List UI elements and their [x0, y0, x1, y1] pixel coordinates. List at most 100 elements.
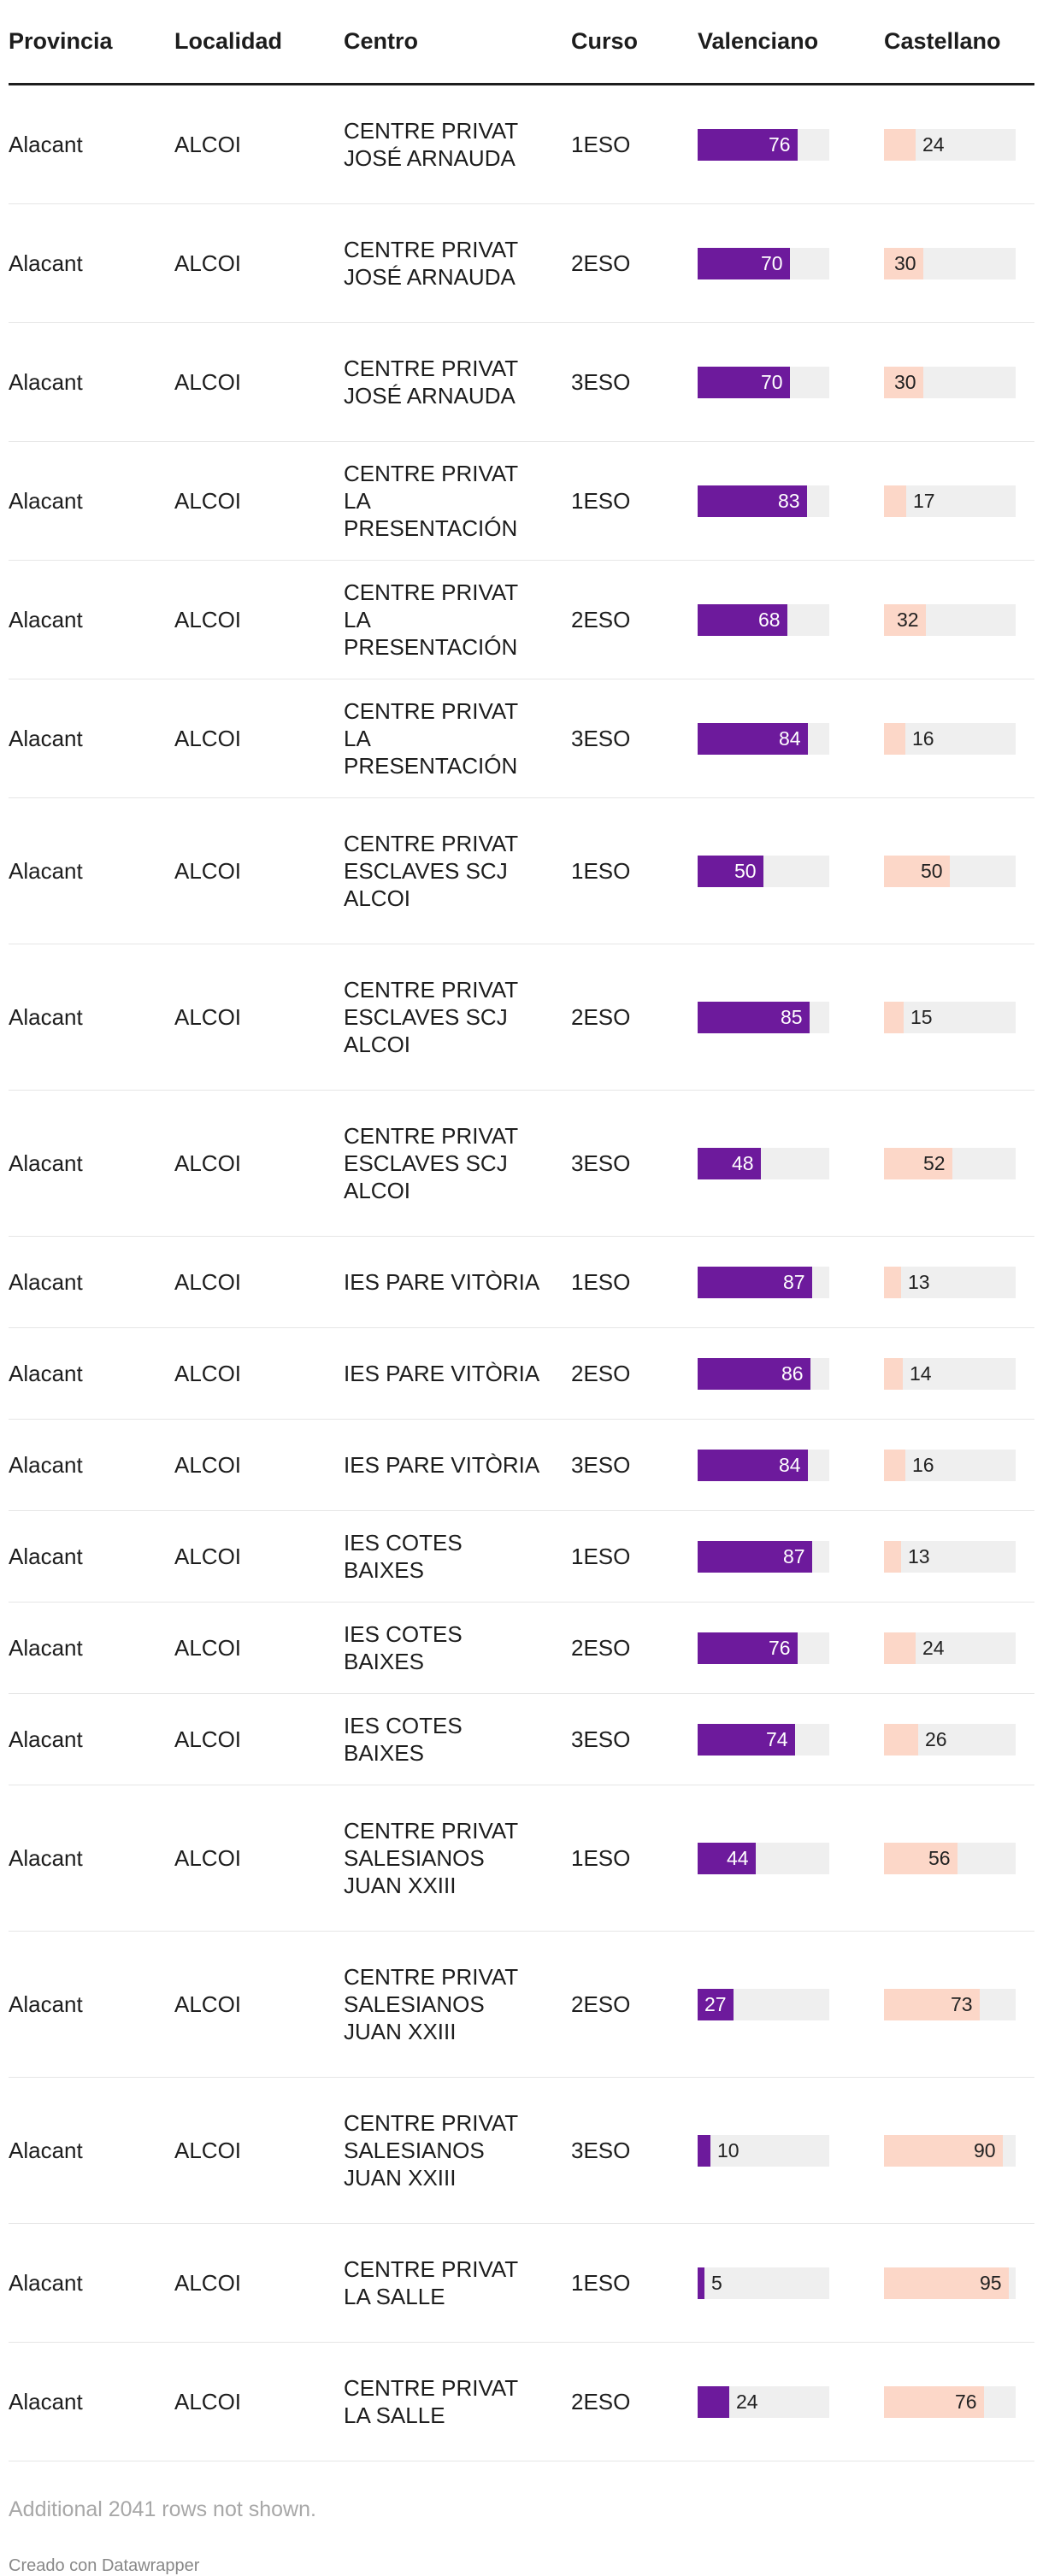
cell-valenciano: 27 — [698, 1931, 884, 2078]
cell-localidad: ALCOI — [174, 203, 344, 323]
cell-localidad: ALCOI — [174, 944, 344, 1091]
cell-castellano: 50 — [884, 797, 1034, 944]
valenciano-value-label: 86 — [781, 1362, 804, 1385]
cell-valenciano: 70 — [698, 322, 884, 442]
cell-localidad: ALCOI — [174, 1693, 344, 1785]
valenciano-bar-track: 84 — [698, 1449, 829, 1481]
cell-provincia: Alacant — [9, 1785, 174, 1932]
cell-centro: CENTRE PRIVAT LA PRESENTACIÓN — [344, 560, 571, 679]
header-curso[interactable]: Curso — [571, 0, 698, 85]
centro-name: CENTRE PRIVAT LA SALLE — [344, 2375, 518, 2428]
castellano-value-label: 13 — [908, 1270, 930, 1293]
cell-curso: 3ESO — [571, 1693, 698, 1785]
castellano-bar-track: 17 — [884, 485, 1016, 517]
castellano-bar — [884, 1988, 980, 2020]
cell-castellano: 95 — [884, 2223, 1034, 2343]
valenciano-value-label: 27 — [704, 1992, 727, 2015]
cell-localidad: ALCOI — [174, 679, 344, 798]
castellano-value-label: 15 — [910, 1005, 933, 1028]
valenciano-value-label: 10 — [717, 2138, 740, 2161]
castellano-value-label: 56 — [928, 1846, 951, 1869]
cell-valenciano: 5 — [698, 2223, 884, 2343]
castellano-value-label: 16 — [912, 726, 934, 750]
cell-castellano: 17 — [884, 441, 1034, 561]
cell-centro: IES COTES BAIXES — [344, 1693, 571, 1785]
castellano-value-label: 32 — [897, 608, 919, 631]
castellano-bar-track: 15 — [884, 1001, 1016, 1033]
valenciano-bar-track: 76 — [698, 128, 829, 161]
castellano-bar-track: 30 — [884, 247, 1016, 279]
castellano-bar-track: 56 — [884, 1842, 1016, 1874]
cell-valenciano: 86 — [698, 1327, 884, 1420]
rows-not-shown-note: Additional 2041 rows not shown. — [9, 2497, 316, 2521]
table-row: Alacant ALCOI CENTRE PRIVAT JOSÉ ARNAUDA 1E… — [9, 84, 1034, 204]
valenciano-bar-track: 24 — [698, 2385, 829, 2418]
cell-castellano: 52 — [884, 1090, 1034, 1237]
cell-provincia: Alacant — [9, 679, 174, 798]
centro-name: CENTRE PRIVAT ESCLAVES SCJ ALCOI — [344, 977, 518, 1057]
cell-curso: 2ESO — [571, 203, 698, 323]
castellano-bar-track: 32 — [884, 603, 1016, 636]
valenciano-value-label: 70 — [761, 370, 783, 393]
valenciano-bar — [698, 2385, 729, 2418]
castellano-bar — [884, 366, 923, 398]
castellano-bar — [884, 128, 916, 161]
valenciano-bar-track: 87 — [698, 1540, 829, 1573]
centro-name: CENTRE PRIVAT LA PRESENTACIÓN — [344, 698, 518, 779]
cell-provincia: Alacant — [9, 1931, 174, 2078]
castellano-bar-track: 90 — [884, 2134, 1016, 2167]
cell-localidad: ALCOI — [174, 2077, 344, 2224]
cell-curso: 3ESO — [571, 322, 698, 442]
centro-name: CENTRE PRIVAT ESCLAVES SCJ ALCOI — [344, 1123, 518, 1203]
cell-provincia: Alacant — [9, 84, 174, 204]
valenciano-bar — [698, 2267, 704, 2299]
castellano-value-label: 17 — [913, 489, 935, 512]
cell-localidad: ALCOI — [174, 441, 344, 561]
castellano-value-label: 24 — [922, 1636, 945, 1659]
cell-castellano: 73 — [884, 1931, 1034, 2078]
valenciano-bar — [698, 1723, 795, 1756]
cell-centro: CENTRE PRIVAT LA SALLE — [344, 2223, 571, 2343]
castellano-bar-track: 13 — [884, 1266, 1016, 1298]
cell-centro: CENTRE PRIVAT LA PRESENTACIÓN — [344, 679, 571, 798]
header-localidad[interactable]: Localidad — [174, 0, 344, 85]
cell-curso: 1ESO — [571, 1236, 698, 1328]
valenciano-bar — [698, 2134, 710, 2167]
cell-curso: 2ESO — [571, 1931, 698, 2078]
table-row: Alacant ALCOI CENTRE PRIVAT ESCLAVES SCJ A… — [9, 797, 1034, 944]
valenciano-value-label: 83 — [778, 489, 800, 512]
header-valenciano[interactable]: Valenciano — [698, 0, 884, 85]
centro-name: IES COTES BAIXES — [344, 1621, 463, 1674]
centro-name: IES COTES BAIXES — [344, 1713, 463, 1766]
datawrapper-credit[interactable]: Creado con Datawrapper — [9, 2556, 200, 2575]
cell-localidad: ALCOI — [174, 1785, 344, 1932]
centro-name: CENTRE PRIVAT JOSÉ ARNAUDA — [344, 237, 518, 290]
header-provincia[interactable]: Provincia — [9, 0, 174, 85]
castellano-bar-track: 16 — [884, 1449, 1016, 1481]
valenciano-bar-track: 87 — [698, 1266, 829, 1298]
cell-provincia: Alacant — [9, 1327, 174, 1420]
cell-valenciano: 84 — [698, 1419, 884, 1511]
header-centro[interactable]: Centro — [344, 0, 571, 85]
castellano-value-label: 30 — [894, 370, 916, 393]
cell-valenciano: 76 — [698, 1602, 884, 1694]
valenciano-bar — [698, 1001, 810, 1033]
castellano-bar — [884, 485, 906, 517]
valenciano-bar — [698, 855, 763, 887]
valenciano-value-label: 87 — [783, 1544, 805, 1567]
table-row: Alacant ALCOI IES PARE VITÒRIA 3ESO 84 16 — [9, 1419, 1034, 1511]
cell-localidad: ALCOI — [174, 1602, 344, 1694]
cell-valenciano: 50 — [698, 797, 884, 944]
cell-centro: CENTRE PRIVAT SALESIANOS JUAN XXIII — [344, 1785, 571, 1932]
header-castellano[interactable]: Castellano — [884, 0, 1034, 85]
table-body: Alacant ALCOI CENTRE PRIVAT JOSÉ ARNAUDA 1E… — [9, 84, 1034, 2461]
cell-valenciano: 85 — [698, 944, 884, 1091]
cell-provincia: Alacant — [9, 797, 174, 944]
cell-centro: CENTRE PRIVAT JOSÉ ARNAUDA — [344, 203, 571, 323]
valenciano-bar — [698, 1540, 812, 1573]
valenciano-bar-track: 50 — [698, 855, 829, 887]
cell-centro: CENTRE PRIVAT ESCLAVES SCJ ALCOI — [344, 944, 571, 1091]
valenciano-bar-track: 84 — [698, 722, 829, 755]
castellano-bar — [884, 855, 950, 887]
cell-curso: 1ESO — [571, 797, 698, 944]
